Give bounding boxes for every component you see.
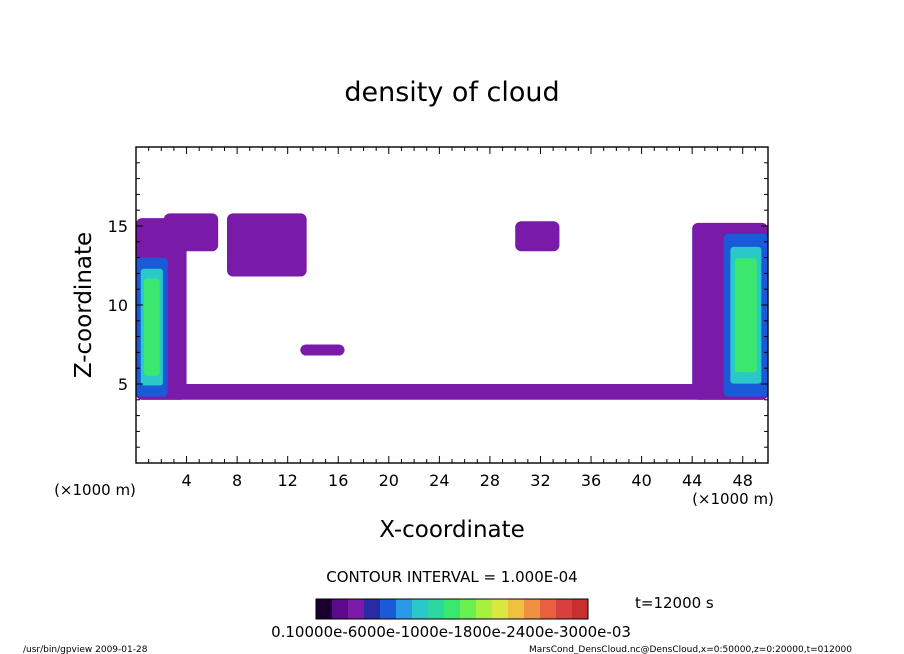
time-label: t=12000 s: [635, 594, 714, 612]
cloud-region: [136, 384, 768, 400]
colorbar-swatch: [444, 599, 461, 619]
colorbar-swatch: [460, 599, 477, 619]
colorbar-swatch: [332, 599, 349, 619]
colorbar-swatch: [524, 599, 541, 619]
plot-frame: [135, 146, 769, 464]
y-tick-label: 15: [108, 217, 128, 236]
colorbar-swatch: [572, 599, 589, 619]
x-tick-label: 16: [328, 471, 348, 490]
x-tick-label: 32: [530, 471, 550, 490]
y-tick-label: 5: [118, 375, 128, 394]
x-tick-label: 12: [278, 471, 298, 490]
colorbar-swatch: [492, 599, 509, 619]
x-tick-label: 4: [181, 471, 191, 490]
x-tick-label: 20: [379, 471, 399, 490]
cloud-core-green: [143, 278, 160, 376]
x-tick-label: 44: [682, 471, 702, 490]
x-tick-label: 8: [232, 471, 242, 490]
footer-right: MarsCond_DensCloud.nc@DensCloud,x=0:5000…: [529, 645, 852, 654]
cloud-core-green: [734, 258, 757, 373]
colorbar-swatch: [540, 599, 557, 619]
x-tick-label: 24: [429, 471, 449, 490]
y-axis-label: Z-coordinate: [71, 232, 97, 378]
colorbar-swatch: [556, 599, 573, 619]
cloud-region: [227, 213, 307, 277]
colorbar-tick-labels: 0.10000e-6000e-1000e-1800e-2400e-3000e-0…: [271, 623, 631, 641]
x-axis-unit-left: (×1000 m): [54, 481, 136, 499]
colorbar-swatch: [348, 599, 365, 619]
colorbar-swatch: [476, 599, 493, 619]
x-axis-unit-right: (×1000 m): [692, 490, 774, 508]
colorbar-frame: [315, 598, 589, 620]
chart-title: density of cloud: [344, 77, 559, 108]
colorbar: [316, 599, 589, 619]
colorbar-swatch: [428, 599, 445, 619]
colorbar-swatch: [364, 599, 381, 619]
contour-interval-label: CONTOUR INTERVAL = 1.000E-04: [326, 568, 577, 586]
y-tick-label: 10: [108, 296, 128, 315]
y-axis: 5 10 15: [108, 162, 768, 448]
x-axis: 4 8 12 16 20 24 28 32 36 40 44 48: [148, 147, 756, 490]
cloud-region: [515, 221, 560, 252]
x-tick-label: 48: [733, 471, 753, 490]
x-tick-label: 40: [631, 471, 651, 490]
cloud-field: [136, 213, 768, 400]
footer-left: /usr/bin/gpview 2009-01-28: [23, 645, 148, 654]
colorbar-swatch: [508, 599, 525, 619]
colorbar-swatch: [396, 599, 413, 619]
cloud-region: [300, 344, 345, 356]
colorbar-swatch: [316, 599, 333, 619]
x-axis-label: X-coordinate: [379, 517, 525, 543]
colorbar-swatch: [380, 599, 397, 619]
x-tick-label: 36: [581, 471, 601, 490]
x-tick-label: 28: [480, 471, 500, 490]
colorbar-swatch: [412, 599, 429, 619]
